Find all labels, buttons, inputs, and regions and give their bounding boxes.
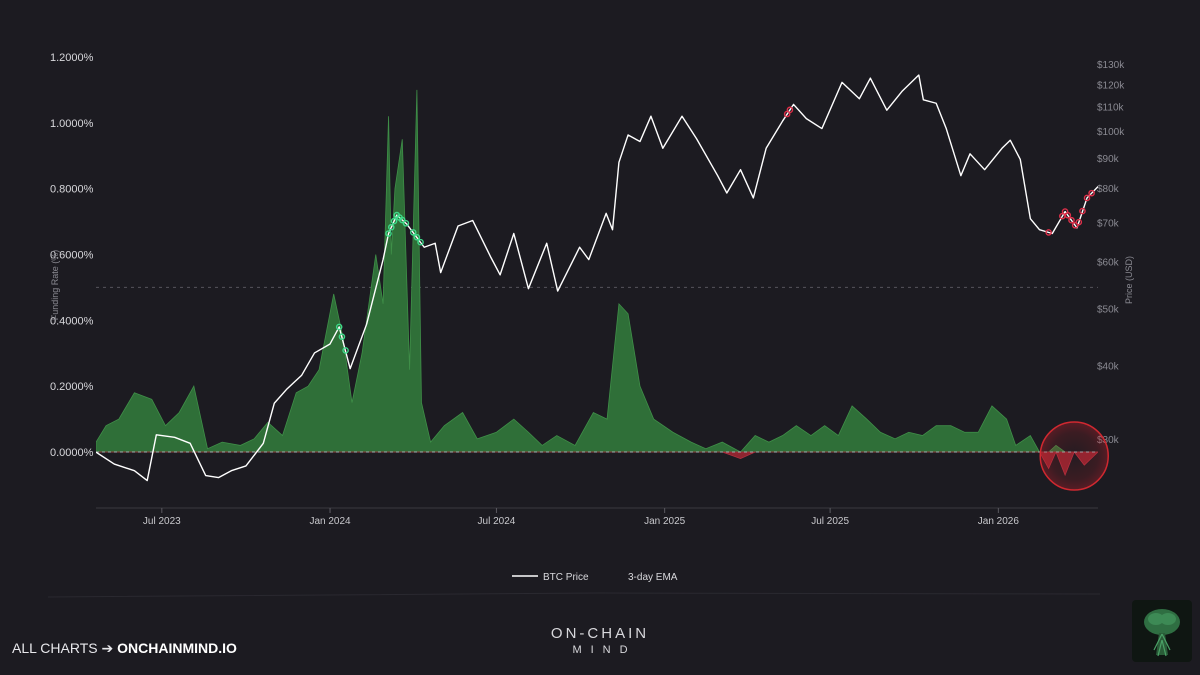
footer-prefix: ALL CHARTS ➔ xyxy=(12,640,118,656)
price-signal-dot xyxy=(338,333,346,341)
price-signal-dot xyxy=(1071,221,1079,229)
brand-line-2: MIND xyxy=(572,644,637,656)
price-signal-dot xyxy=(385,230,392,237)
negative-funding-highlight xyxy=(1039,421,1109,491)
price-signal-dot xyxy=(1083,194,1091,202)
left-axis-ticks: 1.2000% 1.0000% 0.8000% 0.6000% 0.4000% 0.200… xyxy=(50,52,94,459)
right-tick-label: $50k xyxy=(1097,304,1120,315)
price-signal-dot xyxy=(1045,229,1052,236)
left-tick-label: 0.8000% xyxy=(50,184,94,196)
price-signal-dot xyxy=(390,217,398,225)
right-tick-label: $30k xyxy=(1097,435,1120,446)
right-axis-ticks: $130k $120k $110k $100k $90k $80k $70k $60k $50k… xyxy=(1097,60,1125,446)
left-tick-label: 0.6000% xyxy=(50,250,94,262)
footer-site-link[interactable]: ONCHAINMIND.IO xyxy=(117,640,237,656)
left-axis-title: Funding Rate (%) xyxy=(50,250,60,321)
price-signal-dot xyxy=(1064,211,1072,219)
x-tick-label: Jul 2025 xyxy=(811,516,849,527)
right-tick-label: $110k xyxy=(1097,103,1125,114)
right-tick-label: $120k xyxy=(1097,80,1125,91)
x-tick-label: Jul 2023 xyxy=(143,516,181,527)
left-tick-label: 1.0000% xyxy=(50,118,94,130)
price-signal-dot xyxy=(335,323,343,331)
brand-line-1: ON-CHAIN xyxy=(550,625,650,642)
price-signal-dot xyxy=(1068,216,1075,224)
ema-positive-area xyxy=(96,89,1098,453)
price-signal-dot xyxy=(342,347,349,354)
signal-markers xyxy=(335,106,1095,354)
price-signal-dot xyxy=(1088,189,1095,197)
left-tick-label: 0.0000% xyxy=(50,447,94,459)
price-signal-dot xyxy=(417,238,424,246)
price-signal-dot xyxy=(413,233,421,241)
right-axis-title: Price (USD) xyxy=(1124,256,1134,304)
price-signal-dot xyxy=(1079,207,1086,215)
x-tick-label: Jan 2026 xyxy=(978,516,1020,527)
left-tick-label: 1.2000% xyxy=(50,52,94,64)
brain-logo-icon xyxy=(1132,600,1192,662)
legend-ema-label: 3-day EMA xyxy=(628,572,678,583)
btc-price-line xyxy=(96,74,1098,482)
right-tick-label: $40k xyxy=(1097,361,1120,372)
x-tick-label: Jan 2024 xyxy=(309,516,351,527)
ema-negative-area xyxy=(96,450,1098,477)
footer-link-text[interactable]: ALL CHARTS ➔ ONCHAINMIND.IO xyxy=(12,640,237,657)
left-tick-label: 0.4000% xyxy=(50,315,94,327)
price-signal-dot xyxy=(1075,218,1083,226)
right-tick-label: $130k xyxy=(1097,60,1125,71)
legend: BTC Price 3-day EMA xyxy=(512,572,678,583)
right-tick-label: $90k xyxy=(1097,154,1120,165)
price-signal-dot xyxy=(387,223,395,231)
price-signal-dot xyxy=(398,216,406,224)
x-tick-label: Jul 2024 xyxy=(478,516,516,527)
price-signal-dot xyxy=(409,229,417,236)
right-tick-label: $60k xyxy=(1097,258,1120,269)
right-tick-label: $70k xyxy=(1097,218,1120,229)
right-tick-label: $80k xyxy=(1097,184,1120,195)
x-axis-ticks: Jul 2023 Jan 2024 Jul 2024 Jan 2025 Jul 2025… xyxy=(143,508,1019,527)
x-tick-label: Jan 2025 xyxy=(644,516,686,527)
brand-wordmark: ON-CHAIN MIND xyxy=(500,625,700,656)
price-signal-dot xyxy=(402,220,410,227)
navigator-strip xyxy=(47,592,1101,598)
left-tick-label: 0.2000% xyxy=(50,381,94,393)
right-tick-label: $100k xyxy=(1097,127,1125,138)
legend-btc-label: BTC Price xyxy=(543,572,589,583)
price-signal-dot xyxy=(786,106,794,114)
